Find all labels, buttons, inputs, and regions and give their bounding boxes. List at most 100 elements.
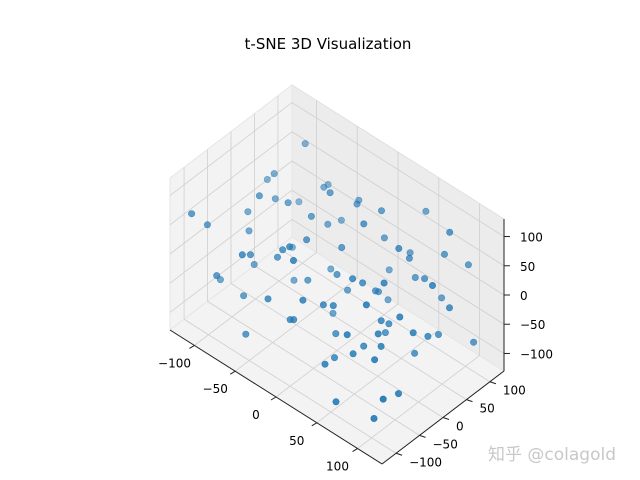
scatter-point xyxy=(377,317,385,325)
scatter-point xyxy=(245,227,253,235)
grid-lines xyxy=(169,95,505,454)
data-points xyxy=(188,140,478,422)
scatter-point xyxy=(332,330,340,338)
scatter-point xyxy=(349,350,357,358)
scatter-point xyxy=(304,276,312,284)
scatter-point xyxy=(359,279,367,287)
y-tick-label: 50 xyxy=(480,402,495,416)
scatter-point xyxy=(247,251,255,259)
scatter-point xyxy=(353,200,361,208)
scatter-point xyxy=(440,250,448,258)
scatter-point xyxy=(470,338,478,346)
scatter-point xyxy=(244,208,252,216)
z-tick-label: 50 xyxy=(520,260,535,274)
x-tick-label: −50 xyxy=(203,382,228,396)
x-tick-label: 50 xyxy=(289,434,304,448)
x-tick-label: 100 xyxy=(326,460,349,474)
grid-line-z-left xyxy=(169,160,293,255)
grid-line-z-left xyxy=(169,189,293,284)
x-tick-mark xyxy=(189,345,195,349)
scatter-point xyxy=(362,301,370,309)
x-tick-label: −100 xyxy=(158,357,191,371)
scatter-point xyxy=(360,342,368,350)
scatter-point xyxy=(411,349,419,357)
scatter-point xyxy=(411,273,419,281)
x-tick-mark xyxy=(352,448,358,452)
scatter-point xyxy=(271,195,279,203)
scatter-point xyxy=(396,313,404,321)
scatter-point xyxy=(329,309,337,317)
scatter-point xyxy=(434,330,442,338)
scatter-point xyxy=(428,281,436,289)
y-tick-mark xyxy=(489,381,497,385)
scatter-point xyxy=(344,286,352,294)
scatter-point xyxy=(333,270,341,278)
scatter-point xyxy=(446,228,454,236)
x-tick-mark xyxy=(270,396,277,401)
scatter-point xyxy=(320,183,328,191)
scatter-point xyxy=(371,356,379,364)
scatter-point xyxy=(370,414,378,422)
z-tick-label: −50 xyxy=(520,318,545,332)
scatter-point xyxy=(384,296,392,304)
scatter-point xyxy=(203,221,211,229)
scatter-point xyxy=(319,301,327,309)
grid-line-z-back xyxy=(291,219,505,354)
scatter-point xyxy=(238,251,246,259)
scatter-point xyxy=(303,236,311,244)
scatter-point xyxy=(377,342,385,350)
grid-line-z-back xyxy=(291,102,505,237)
tick-labels: −100 −50 0 50 100 −100 −50 0 50 100 −100 −50 0 50 100 xyxy=(158,231,553,474)
x-tick-mark xyxy=(311,422,318,427)
y-tick-label: −50 xyxy=(433,437,458,451)
scatter-point xyxy=(273,253,281,261)
scatter-point xyxy=(327,265,335,273)
grid-line-z-back xyxy=(291,189,505,325)
grid-line-z-back xyxy=(291,131,505,267)
scatter-point xyxy=(445,304,453,312)
grid-line-y-floor xyxy=(254,265,467,400)
y-tick-label: 0 xyxy=(456,420,464,434)
y-tick-mark xyxy=(442,417,450,420)
scatter-point xyxy=(289,256,297,264)
scatter-point xyxy=(270,170,278,178)
scatter-point xyxy=(290,276,298,284)
chart-title: t-SNE 3D Visualization xyxy=(245,35,412,53)
scatter-point xyxy=(264,295,272,303)
scatter-point xyxy=(395,245,403,253)
scatter-point xyxy=(385,320,393,328)
scatter-point xyxy=(242,330,250,338)
y-tick-label: −100 xyxy=(409,455,442,469)
scatter-point xyxy=(213,272,221,280)
scatter-point xyxy=(307,212,315,220)
scatter-point xyxy=(438,294,446,302)
x-tick-label: 0 xyxy=(252,408,260,422)
scatter-point xyxy=(240,292,248,300)
scatter-point xyxy=(343,331,351,339)
scatter-point xyxy=(385,266,393,274)
grid-line-z-left xyxy=(169,219,293,313)
scatter-point xyxy=(250,260,258,268)
scatter-point xyxy=(424,332,432,340)
scatter-point xyxy=(255,192,263,200)
scatter-point xyxy=(381,329,389,337)
scatter-point xyxy=(330,354,338,362)
scatter-point xyxy=(360,220,368,228)
z-tick-label: −100 xyxy=(520,348,553,362)
scatter-point xyxy=(349,275,357,283)
watermark: 知乎 @colagold xyxy=(488,445,616,465)
grid-line-y-floor xyxy=(277,247,491,383)
scatter-point xyxy=(329,302,337,310)
scatter-point xyxy=(379,395,387,403)
scatter-point xyxy=(371,287,379,295)
scatter-point xyxy=(464,261,472,269)
y-tick-mark xyxy=(466,399,473,403)
scatter-point xyxy=(332,398,340,406)
scatter-point xyxy=(299,296,307,304)
grid-line-y-floor xyxy=(207,301,420,436)
scatter-point xyxy=(263,176,271,184)
scatter-point xyxy=(374,330,382,338)
scatter-point xyxy=(295,198,303,206)
grid-line-z-left xyxy=(169,102,293,196)
